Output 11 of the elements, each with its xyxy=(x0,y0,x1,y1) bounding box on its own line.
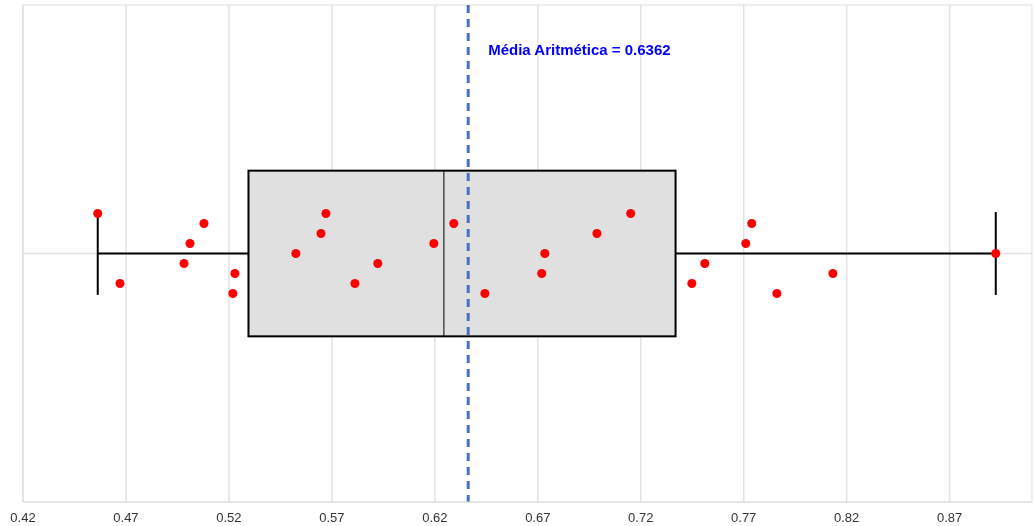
x-tick-label: 0.62 xyxy=(422,510,448,525)
x-tick-label: 0.77 xyxy=(731,510,757,525)
x-tick-label: 0.87 xyxy=(936,510,963,525)
ref-line-label: Média Aritmética = 0.6362 xyxy=(488,41,671,58)
x-tick-label: 0.42 xyxy=(10,510,36,525)
x-tick-label: 0.52 xyxy=(216,510,242,525)
x-tick-label: 0.67 xyxy=(525,510,551,525)
x-tick-label: 0.72 xyxy=(628,510,654,525)
x-tick-label: 0.57 xyxy=(319,510,345,525)
x-tick-label: 0.82 xyxy=(834,510,860,525)
x-tick-label: 0.47 xyxy=(113,510,139,525)
